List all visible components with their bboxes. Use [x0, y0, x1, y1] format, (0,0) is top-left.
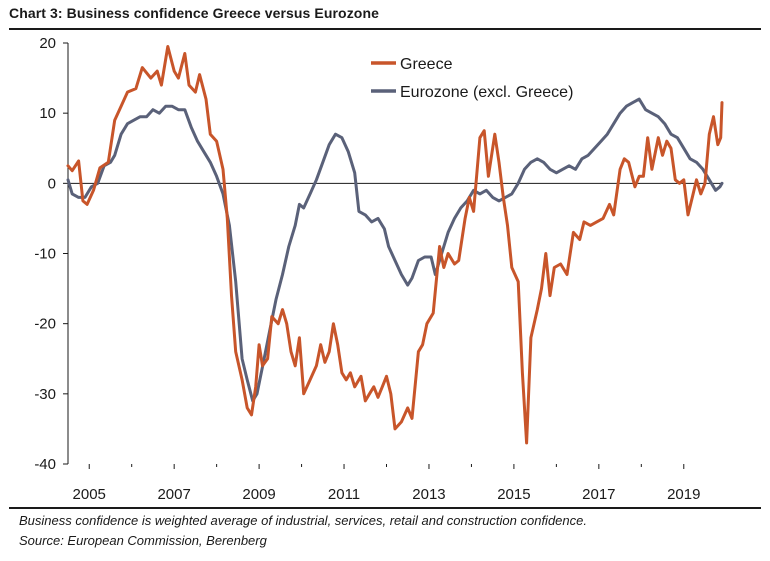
legend-label-greece: Greece: [400, 56, 453, 73]
y-tick-label: 10: [39, 105, 56, 122]
source-text: Source: European Commission, Berenberg: [19, 533, 267, 548]
x-tick-label: 2007: [157, 486, 190, 503]
footnote-rule: [9, 507, 761, 509]
y-tick-label: 0: [48, 175, 56, 192]
x-tick-label: 2013: [412, 486, 445, 503]
y-tick-label: 20: [39, 35, 56, 52]
y-tick-label: -30: [34, 386, 56, 403]
x-tick-label: 2019: [667, 486, 700, 503]
title-rule: [9, 28, 761, 30]
chart-title: Chart 3: Business confidence Greece vers…: [9, 5, 380, 21]
footnote-text: Business confidence is weighted average …: [19, 513, 587, 528]
x-tick-label: 2017: [582, 486, 615, 503]
legend-label-eurozone: Eurozone (excl. Greece): [400, 84, 573, 101]
legend: Greece Eurozone (excl. Greece): [371, 56, 573, 101]
y-tick-label: -20: [34, 316, 56, 333]
series-line-eurozone: [66, 97, 724, 403]
x-tick-label: 2015: [497, 486, 530, 503]
x-tick-label: 2005: [73, 486, 106, 503]
x-tick-label: 2011: [328, 486, 360, 503]
series-line-greece: [66, 45, 724, 445]
y-tick-label: -40: [34, 456, 56, 473]
y-tick-label: -10: [34, 246, 56, 263]
series-layer: [66, 45, 724, 445]
axes-layer: 20 10 0 -10 -20 -30 -40 2005 2007 2009 2011 2013 201…: [34, 35, 722, 503]
x-tick-label: 2009: [242, 486, 275, 503]
